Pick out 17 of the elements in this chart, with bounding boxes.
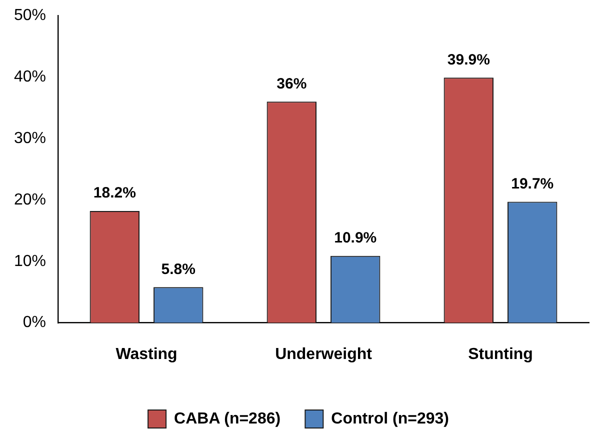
y-tick-label: 30% — [14, 130, 46, 147]
legend-label: CABA (n=286) — [174, 410, 281, 428]
data-label: 39.9% — [447, 51, 490, 68]
data-label: 19.7% — [511, 175, 554, 192]
data-label: 10.9% — [334, 229, 377, 246]
y-tick-label: 10% — [14, 252, 46, 270]
legend-label: Control (n=293) — [331, 410, 449, 428]
data-label: 5.8% — [161, 260, 196, 278]
y-tick-label: 20% — [14, 191, 46, 208]
data-label: 36% — [276, 75, 307, 92]
x-tick-label: Underweight — [275, 346, 373, 363]
y-tick-label: 50% — [14, 7, 46, 24]
x-tick-label: Stunting — [468, 346, 533, 363]
y-tick-label: 0% — [22, 314, 46, 332]
y-tick-label: 40% — [14, 68, 46, 86]
x-tick-label: Wasting — [116, 346, 178, 363]
data-label: 18.2% — [93, 184, 136, 202]
